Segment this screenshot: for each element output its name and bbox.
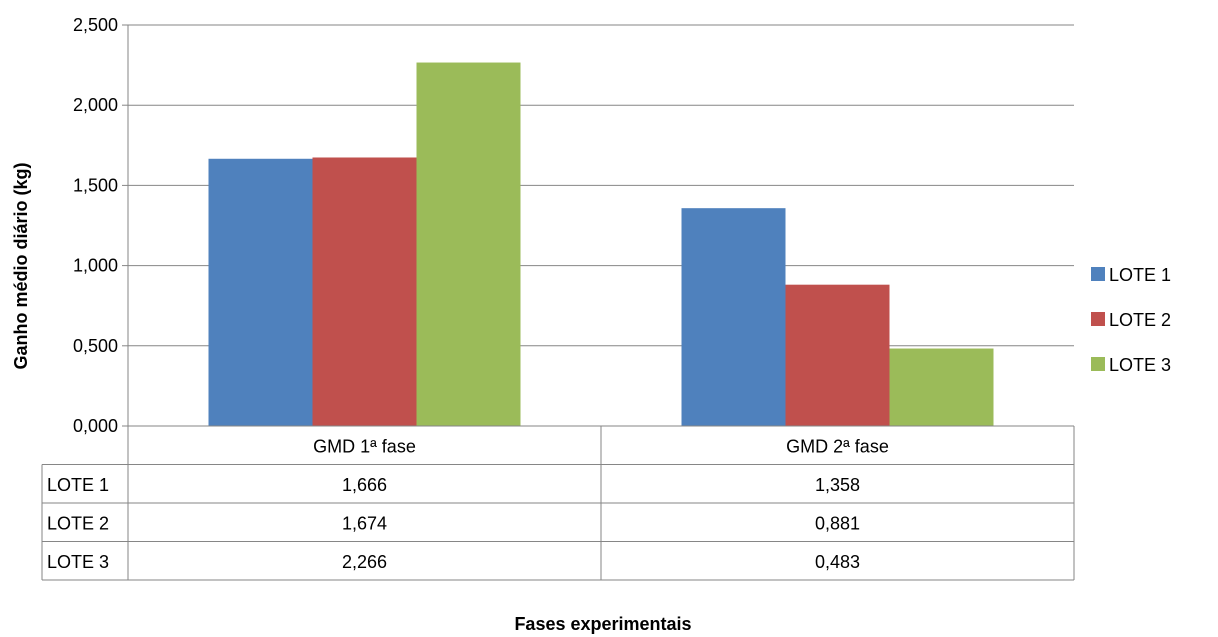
category-label: GMD 1ª fase — [313, 436, 416, 456]
y-tick-label: 1,500 — [73, 175, 118, 195]
y-axis-ticks: 0,000 0,500 1,000 1,500 2,000 2,500 — [73, 15, 118, 436]
legend-swatch — [1091, 357, 1105, 371]
y-tick-label: 0,000 — [73, 416, 118, 436]
bar-lote-1-2 — [681, 208, 786, 426]
legend-label: LOTE 1 — [1109, 265, 1171, 285]
x-axis-label: Fases experimentais — [514, 614, 691, 634]
category-label: GMD 2ª fase — [786, 436, 889, 456]
y-tick-label: 1,000 — [73, 256, 118, 276]
table-cell-value: 1,674 — [342, 513, 387, 533]
y-tick-label: 2,500 — [73, 15, 118, 35]
y-tick-label: 0,500 — [73, 336, 118, 356]
legend-swatch — [1091, 267, 1105, 281]
table-row-label: LOTE 3 — [47, 552, 109, 572]
table-cell-value: 0,483 — [815, 552, 860, 572]
bar-lote-1-1 — [208, 158, 313, 426]
bars — [208, 62, 994, 426]
table-cell-value: 1,358 — [815, 475, 860, 495]
table-row-label: LOTE 1 — [47, 475, 109, 495]
bar-lote-2-2 — [785, 284, 890, 426]
table-cell-value: 1,666 — [342, 475, 387, 495]
legend-label: LOTE 2 — [1109, 310, 1171, 330]
legend-swatch — [1091, 312, 1105, 326]
legend: LOTE 1 LOTE 2 LOTE 3 — [1091, 265, 1171, 375]
legend-label: LOTE 3 — [1109, 355, 1171, 375]
table-cell-value: 2,266 — [342, 552, 387, 572]
bar-lote-3-1 — [416, 62, 521, 426]
table-row-label: LOTE 2 — [47, 513, 109, 533]
bar-lote-3-2 — [889, 348, 994, 426]
y-tick-label: 2,000 — [73, 95, 118, 115]
bar-lote-2-1 — [312, 157, 417, 426]
table-cell-value: 0,881 — [815, 513, 860, 533]
data-table: GMD 1ª fase GMD 2ª fase LOTE 1 1,666 1,358 LO… — [41, 425, 1075, 581]
y-axis-label: Ganho médio diário (kg) — [11, 162, 31, 369]
